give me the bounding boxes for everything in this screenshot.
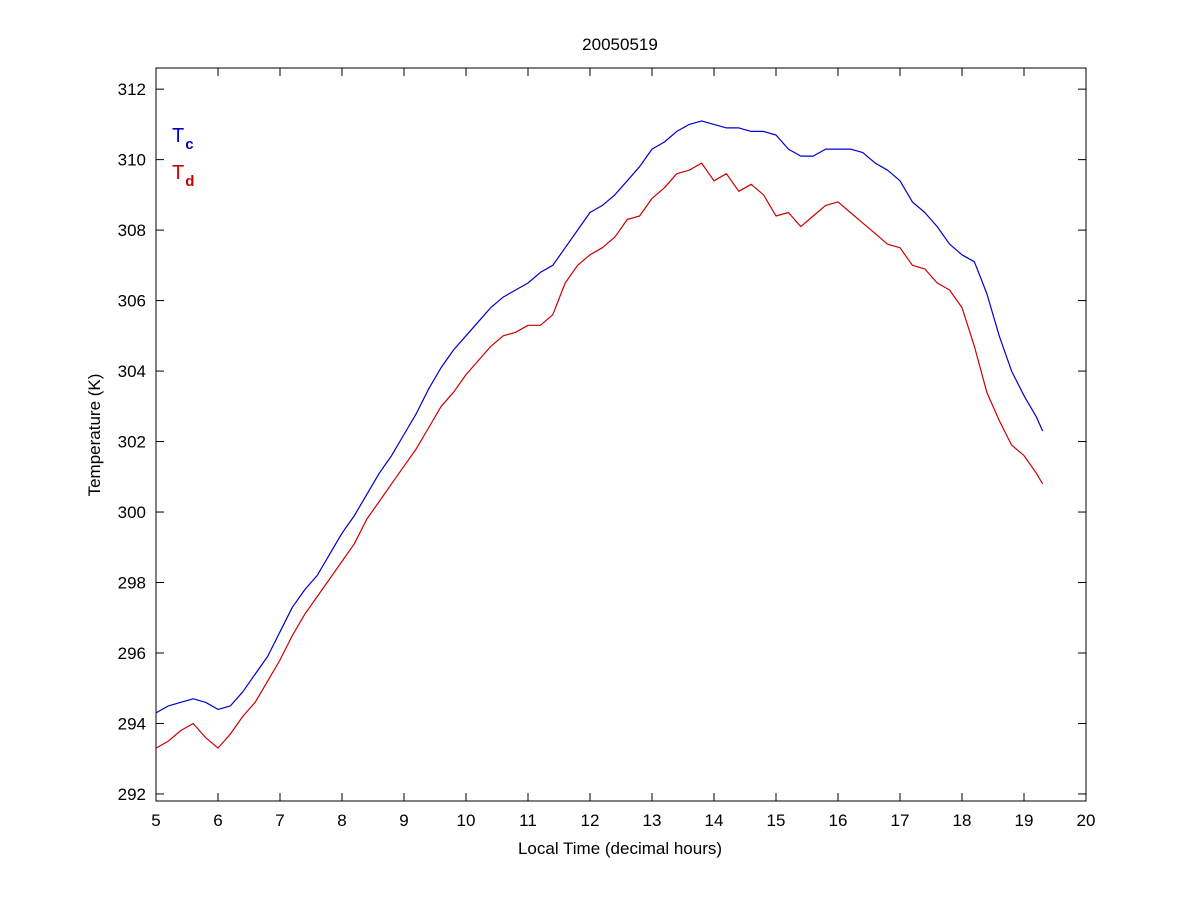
x-tick-label: 9 <box>399 811 408 830</box>
y-tick-label: 294 <box>118 714 146 733</box>
x-tick-label: 18 <box>953 811 972 830</box>
x-tick-label: 17 <box>891 811 910 830</box>
x-tick-label: 8 <box>337 811 346 830</box>
series-line-t-c <box>155 120 1044 714</box>
x-tick-label: 6 <box>213 811 222 830</box>
legend-subscript: c <box>185 136 193 153</box>
chart-title: 20050519 <box>582 35 658 54</box>
x-tick-label: 10 <box>457 811 476 830</box>
plot-area <box>155 67 1087 802</box>
legend-subscript: d <box>185 173 194 190</box>
y-tick-label: 298 <box>118 574 146 593</box>
x-tick-label: 13 <box>643 811 662 830</box>
x-tick-label: 14 <box>705 811 724 830</box>
y-tick-label: 292 <box>118 785 146 804</box>
y-tick-label: 312 <box>118 80 146 99</box>
x-tick-label: 12 <box>581 811 600 830</box>
x-axis: 5 6 7 8 9 10 11 12 13 14 15 16 17 18 19 20 <box>151 68 1095 830</box>
x-tick-label: 11 <box>519 811 537 830</box>
x-tick-label: 5 <box>151 811 160 830</box>
series-layer <box>155 120 1044 749</box>
series-line-t-d <box>155 162 1044 749</box>
y-axis-label: Temperature (K) <box>85 374 104 497</box>
y-tick-label: 306 <box>118 292 146 311</box>
x-tick-label: 20 <box>1077 811 1096 830</box>
y-tick-label: 308 <box>118 221 146 240</box>
y-tick-label: 304 <box>118 362 146 381</box>
y-tick-label: 300 <box>118 503 146 522</box>
y-axis: 292 294 296 298 300 302 304 306 308 310 312 <box>118 80 1086 804</box>
x-tick-label: 7 <box>275 811 284 830</box>
y-tick-label: 302 <box>118 433 146 452</box>
y-tick-label: 296 <box>118 644 146 663</box>
x-axis-label: Local Time (decimal hours) <box>518 839 722 858</box>
legend-entry: Td <box>172 162 194 190</box>
legend-symbol: T <box>172 125 184 147</box>
x-tick-label: 15 <box>767 811 786 830</box>
y-tick-label: 310 <box>118 151 146 170</box>
x-tick-label: 16 <box>829 811 848 830</box>
legend-entry: Tc <box>172 125 194 153</box>
legend-symbol: T <box>172 162 184 184</box>
x-tick-label: 19 <box>1015 811 1034 830</box>
